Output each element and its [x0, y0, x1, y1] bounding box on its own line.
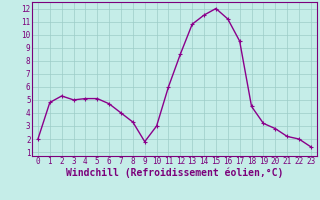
X-axis label: Windchill (Refroidissement éolien,°C): Windchill (Refroidissement éolien,°C): [66, 168, 283, 178]
